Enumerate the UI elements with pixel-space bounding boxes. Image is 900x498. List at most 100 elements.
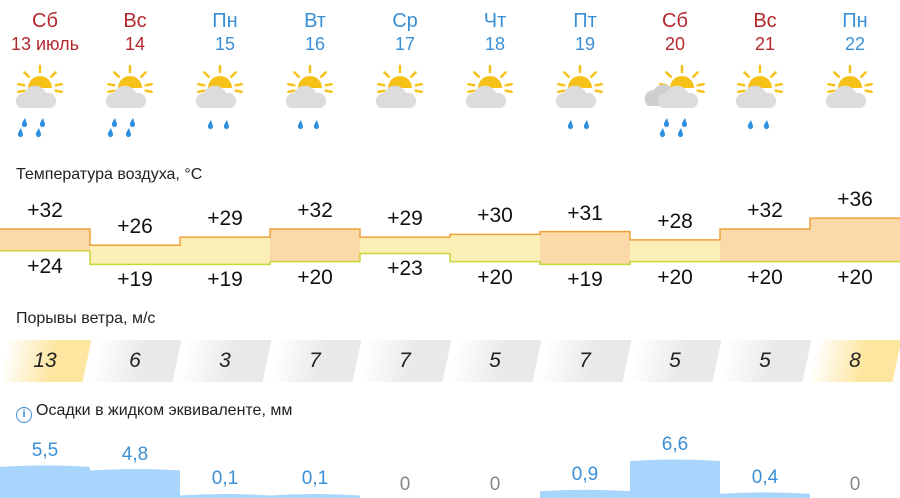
- precip-bar: [0, 465, 90, 498]
- day-of-week: Сб: [32, 10, 58, 32]
- temp-range-bar: [360, 237, 450, 254]
- day-of-week: Чт: [483, 10, 507, 32]
- temp-range-bar: [90, 245, 180, 265]
- sun-cloud-icon: [375, 64, 423, 108]
- wind-gust-cell: 7: [538, 340, 632, 382]
- day-of-week: Пн: [842, 10, 868, 32]
- day-date: 18: [484, 34, 506, 54]
- precip-bars: [0, 459, 810, 498]
- temp-max: +30: [477, 204, 513, 228]
- temp-range-bar: [180, 237, 270, 265]
- wind-gust-value: 7: [399, 349, 411, 372]
- wind-gust-value: 5: [759, 349, 771, 372]
- day-date: 14: [124, 34, 146, 54]
- precip-value: 0,1: [301, 468, 329, 490]
- wind-gust-value: 3: [219, 349, 231, 372]
- sun-cloud-icon: [825, 64, 873, 108]
- temp-min: +20: [657, 265, 693, 289]
- wind-gust-cell: 7: [268, 340, 362, 382]
- precip-value: 5,5: [31, 439, 59, 461]
- wind-gust-value: 8: [849, 349, 861, 372]
- wind-gust-value: 5: [489, 349, 501, 372]
- precip-bar: [270, 493, 360, 498]
- sun-cloud-light-rain-icon: [735, 64, 783, 130]
- wind-gust-cell: 5: [448, 340, 542, 382]
- precip-value: 6,6: [661, 434, 689, 456]
- wind-gust-value: 5: [669, 349, 681, 372]
- sun-cloud-icon: [465, 64, 513, 108]
- wind-gust-cell: 5: [628, 340, 722, 382]
- temp-min-line: [0, 249, 900, 266]
- wind-gust-value: 7: [579, 349, 591, 372]
- temp-range-bar: [630, 239, 720, 262]
- wind-gust-cell: 8: [808, 340, 900, 382]
- precip-value: 0,4: [751, 466, 779, 488]
- precip-title-text: Осадки в жидком эквиваленте, мм: [36, 402, 293, 419]
- temp-max: +28: [657, 209, 693, 233]
- info-icon[interactable]: i: [16, 407, 32, 423]
- temp-max: +32: [297, 198, 333, 222]
- day-date: 17: [394, 34, 416, 54]
- temp-range-bar: [0, 228, 90, 251]
- temp-min: +19: [567, 268, 603, 292]
- precip-bar: [90, 469, 180, 498]
- day-of-week: Сб: [662, 10, 688, 32]
- wind-gust-cell: 6: [88, 340, 182, 382]
- temp-range-bar: [720, 228, 810, 262]
- precip-value: 0: [489, 474, 501, 495]
- wind-gust-value: 7: [309, 349, 321, 372]
- sun-cloud-light-rain-icon: [555, 64, 603, 130]
- temp-min: +20: [837, 265, 873, 289]
- temperature-band: [0, 217, 900, 266]
- temp-max: +32: [27, 198, 63, 222]
- day-date: 15: [214, 34, 236, 54]
- sun-clouds-heavy-rain-icon: [644, 64, 705, 138]
- precip-value: 0: [849, 474, 861, 495]
- day-of-week: Вт: [304, 10, 326, 32]
- temp-min: +23: [387, 257, 423, 281]
- temp-max: +32: [747, 198, 783, 222]
- temp-range-bar: [270, 228, 360, 262]
- sun-cloud-heavy-rain-icon: [15, 64, 63, 138]
- temp-max: +29: [207, 207, 243, 231]
- temp-min: +19: [117, 268, 153, 292]
- day-date: 22: [844, 34, 866, 54]
- temperature-title: Температура воздуха, °C: [16, 166, 203, 183]
- wind-gust-value: 6: [129, 349, 141, 372]
- day-date: 21: [754, 34, 776, 54]
- day-date: 19: [574, 34, 596, 54]
- wind-gust-cell: 3: [178, 340, 272, 382]
- temp-range-bar: [540, 231, 630, 265]
- wind-gust-cell: 5: [718, 340, 812, 382]
- day-of-week: Вс: [753, 10, 777, 32]
- temp-max-line: [0, 217, 900, 247]
- day-of-week: Пт: [573, 10, 597, 32]
- precip-bar: [720, 492, 810, 498]
- temp-min: +20: [477, 265, 513, 289]
- sun-cloud-heavy-rain-icon: [105, 64, 153, 138]
- temp-range-bar: [450, 234, 540, 262]
- temp-min: +20: [297, 265, 333, 289]
- precip-bar: [540, 489, 630, 498]
- temp-min: +20: [747, 265, 783, 289]
- temp-max: +31: [567, 201, 603, 225]
- temp-min: +19: [207, 268, 243, 292]
- precip-bar: [180, 493, 270, 498]
- day-date: 20: [664, 34, 686, 54]
- precip-value: 0,1: [211, 468, 239, 490]
- temp-max: +26: [117, 215, 153, 239]
- wind-gust-value: 13: [33, 349, 57, 372]
- sun-cloud-light-rain-icon: [285, 64, 333, 130]
- precip-bar: [630, 459, 720, 498]
- day-date: 16: [304, 34, 326, 54]
- precip-value: 0: [399, 474, 411, 495]
- temp-max: +36: [837, 188, 873, 212]
- day-date: 13 июль: [10, 34, 80, 54]
- wind-title: Порывы ветра, м/с: [16, 310, 156, 327]
- wind-gust-cell: 7: [358, 340, 452, 382]
- day-of-week: Ср: [392, 10, 418, 32]
- temp-max: +29: [387, 207, 423, 231]
- precip-value: 0,9: [571, 464, 599, 486]
- wind-gust-cell: 13: [0, 340, 92, 382]
- sun-cloud-light-rain-icon: [195, 64, 243, 130]
